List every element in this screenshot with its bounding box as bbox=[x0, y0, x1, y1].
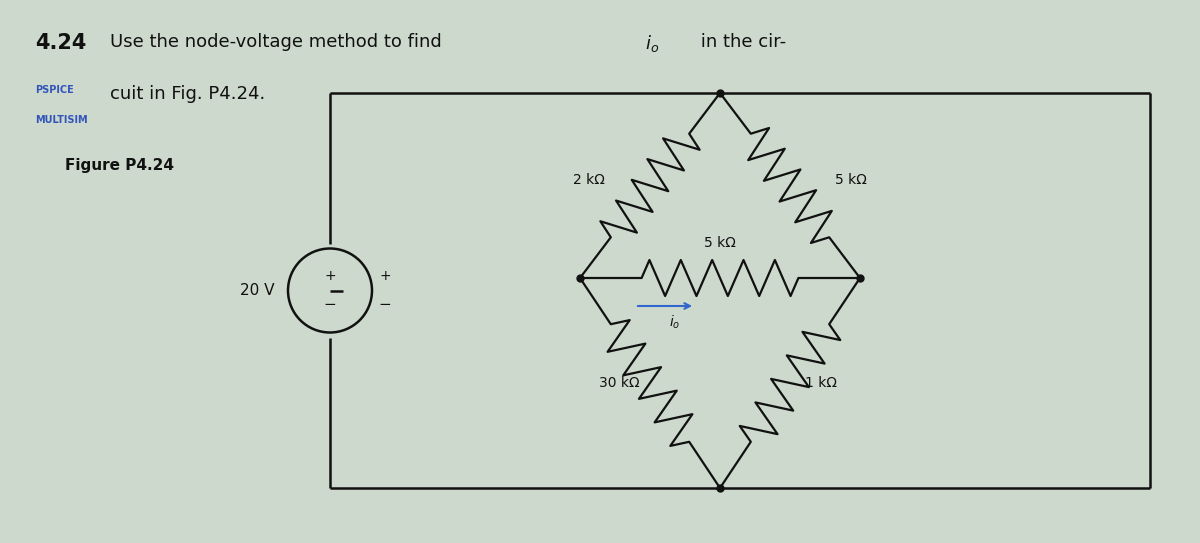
Text: 2 kΩ: 2 kΩ bbox=[574, 174, 605, 187]
Text: PSPICE: PSPICE bbox=[35, 85, 73, 95]
Text: −: − bbox=[379, 297, 391, 312]
Text: −: − bbox=[324, 297, 336, 312]
Text: 1 kΩ: 1 kΩ bbox=[805, 376, 838, 390]
Text: +: + bbox=[324, 269, 336, 283]
Text: 5 kΩ: 5 kΩ bbox=[704, 236, 736, 250]
Text: 20 V: 20 V bbox=[240, 283, 275, 298]
Text: in the cir-: in the cir- bbox=[695, 33, 786, 51]
Text: Figure P4.24: Figure P4.24 bbox=[65, 158, 174, 173]
Text: 4.24: 4.24 bbox=[35, 33, 86, 53]
Text: $i_o$: $i_o$ bbox=[646, 33, 659, 54]
Text: MULTISIM: MULTISIM bbox=[35, 115, 88, 125]
Text: Use the node-voltage method to find: Use the node-voltage method to find bbox=[110, 33, 448, 51]
Text: 30 kΩ: 30 kΩ bbox=[599, 376, 640, 390]
Text: cuit in Fig. P4.24.: cuit in Fig. P4.24. bbox=[110, 85, 265, 103]
Text: 5 kΩ: 5 kΩ bbox=[835, 174, 866, 187]
Text: +: + bbox=[379, 269, 391, 283]
Text: $i_o$: $i_o$ bbox=[670, 314, 680, 331]
